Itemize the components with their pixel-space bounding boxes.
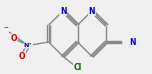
Text: N: N [130,38,136,46]
Text: Cl: Cl [73,63,82,73]
Text: O: O [19,52,25,61]
Text: N: N [60,7,66,15]
Text: ⁻: ⁻ [4,26,9,34]
Text: N: N [89,7,95,15]
Text: O: O [10,34,17,43]
Text: N⁺: N⁺ [24,43,32,48]
